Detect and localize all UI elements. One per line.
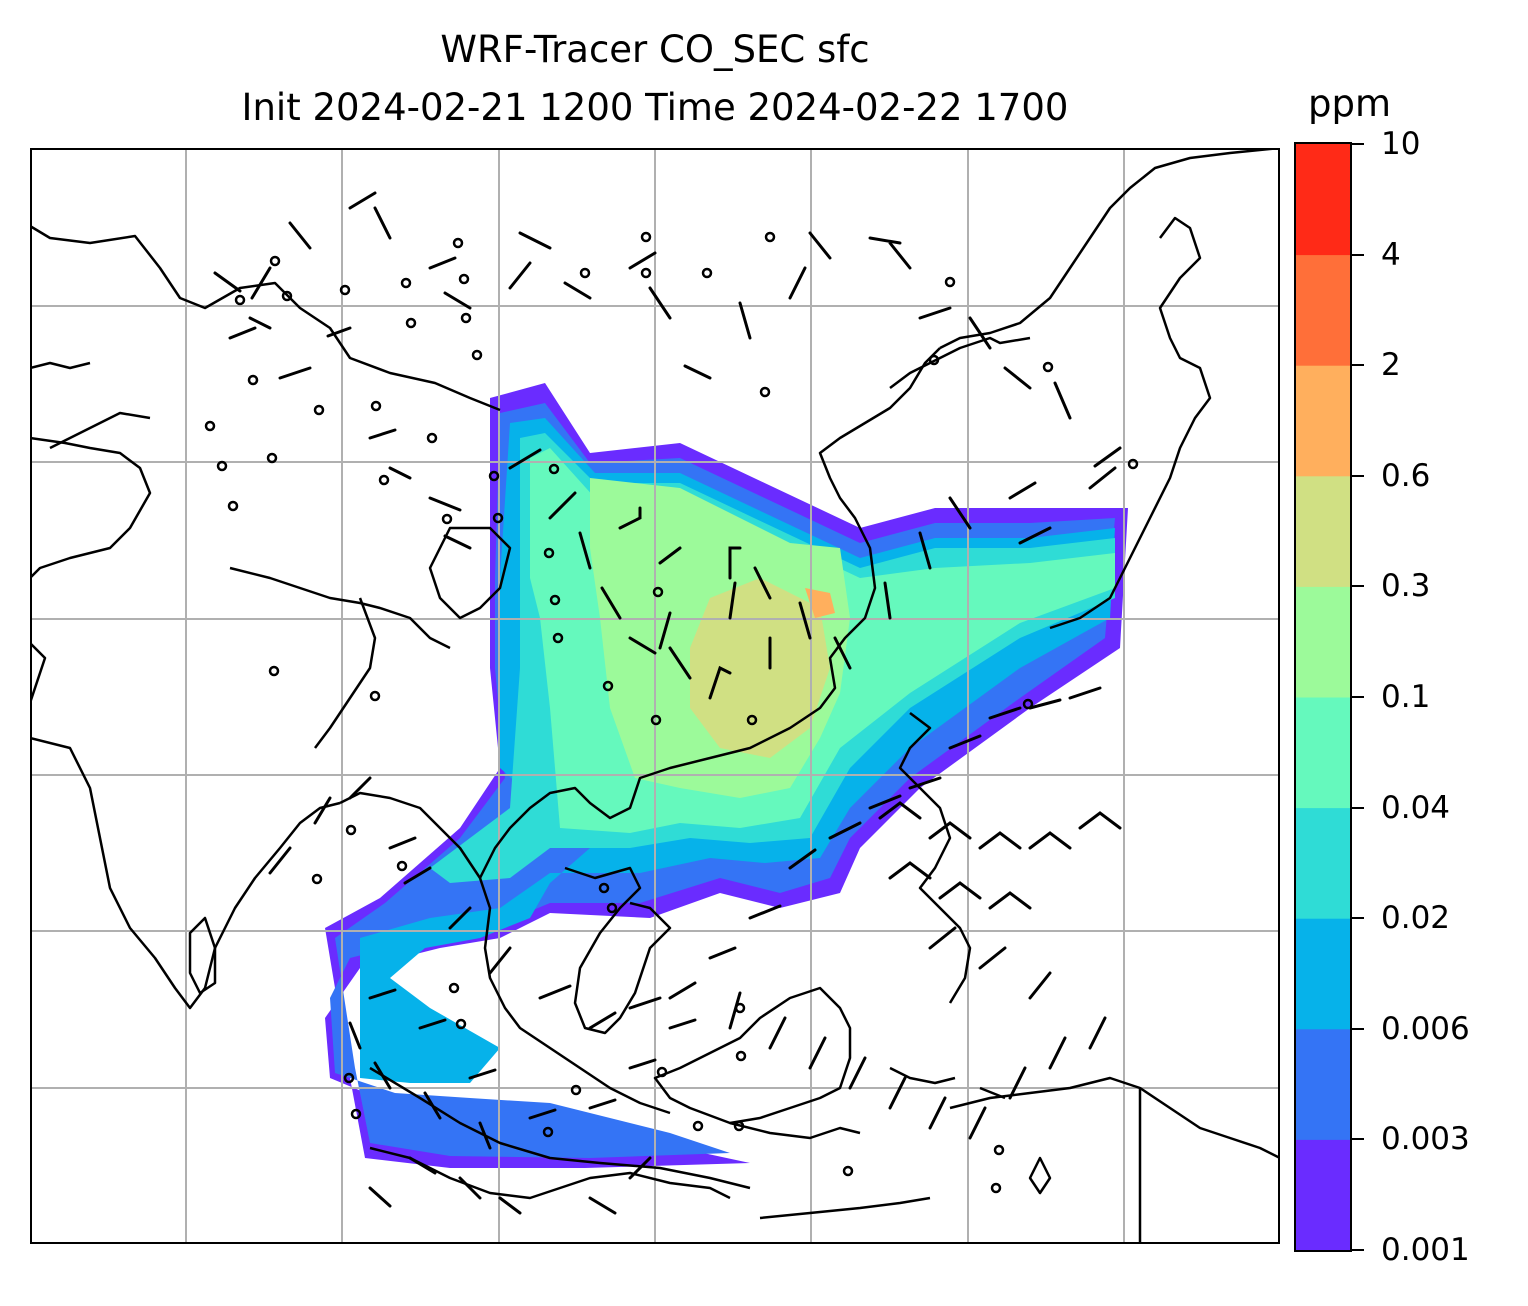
colorbar-segment — [1296, 918, 1350, 1030]
map-panel — [30, 148, 1280, 1244]
colorbar — [1294, 142, 1352, 1252]
colorbar-tick-label: 10 — [1381, 126, 1421, 162]
colorbar-tick-mark — [1352, 364, 1364, 367]
colorbar-tick-mark — [1352, 253, 1364, 256]
colorbar-segment — [1296, 254, 1350, 366]
colorbar-tick-mark — [1352, 1249, 1364, 1251]
colorbar-segment — [1296, 807, 1350, 919]
colorbar-segment — [1296, 697, 1350, 809]
colorbar-tick-label: 0.02 — [1381, 900, 1451, 937]
map-title: WRF-Tracer CO_SEC sfc — [440, 28, 870, 71]
colorbar-tick-label: 2 — [1381, 347, 1401, 384]
map-subtitle: Init 2024-02-21 1200 Time 2024-02-22 170… — [241, 86, 1069, 129]
colorbar-tick-label: 0.1 — [1381, 679, 1431, 715]
coastlines-borders — [30, 148, 1280, 1244]
colorbar-tick-mark — [1352, 474, 1364, 477]
colorbar-tick-mark — [1352, 1138, 1364, 1141]
colorbar-tick-label: 0.3 — [1381, 568, 1431, 605]
wind-barbs — [213, 191, 1122, 1215]
colorbar-segment — [1296, 144, 1350, 256]
colorbar-tick-mark — [1352, 917, 1364, 920]
colorbar-tick-label: 0.6 — [1381, 457, 1431, 494]
tracer-fill-0.3 — [690, 578, 830, 758]
colorbar-tick-label: 0.003 — [1381, 1121, 1470, 1158]
calm-wind-markers — [204, 231, 1139, 1194]
colorbar-tick-mark — [1352, 1027, 1364, 1030]
colorbar-tick-mark — [1352, 143, 1364, 145]
map-frame — [30, 148, 1280, 1244]
tracer-fill-0.6 — [805, 588, 835, 618]
colorbar-tick-label: 0.04 — [1381, 789, 1451, 826]
colorbar-segment — [1296, 475, 1350, 587]
colorbar-unit: ppm — [1308, 82, 1392, 125]
colorbar-tick-label: 0.006 — [1381, 1010, 1470, 1047]
colorbar-tick-mark — [1352, 585, 1364, 588]
colorbar-tick-mark — [1352, 696, 1364, 698]
colorbar-segment — [1296, 1139, 1350, 1251]
colorbar-tick-label: 0.001 — [1381, 1232, 1470, 1268]
colorbar-segment — [1296, 1028, 1350, 1140]
colorbar-segment — [1296, 365, 1350, 477]
colorbar-segment — [1296, 586, 1350, 698]
colorbar-tick-mark — [1352, 806, 1364, 809]
colorbar-tick-label: 4 — [1381, 236, 1401, 273]
